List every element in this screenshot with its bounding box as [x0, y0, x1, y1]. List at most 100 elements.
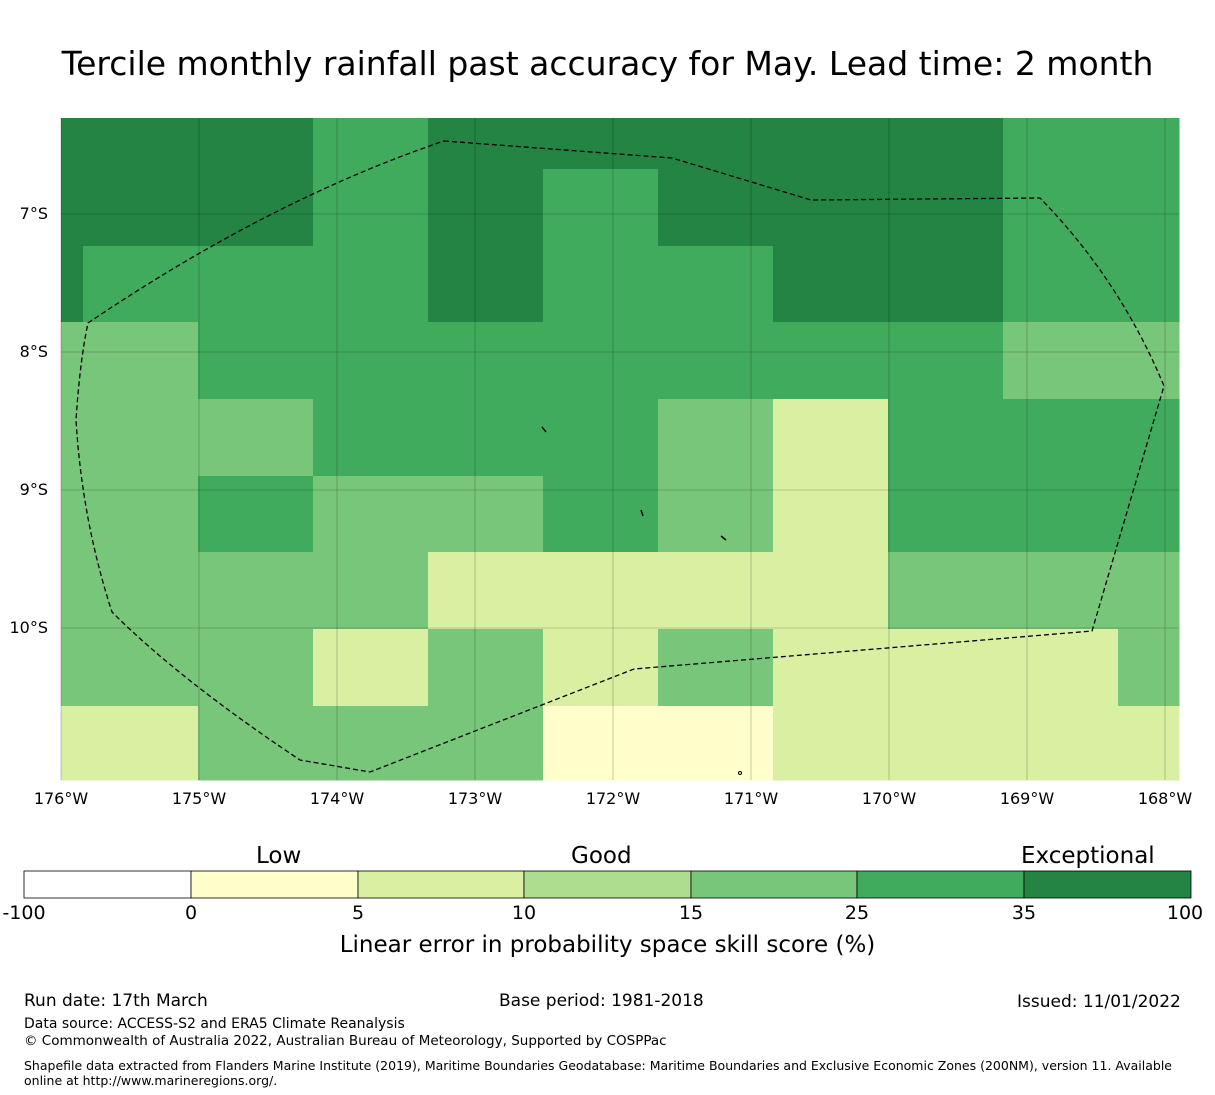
- skill-cell: [658, 476, 774, 553]
- skill-cell: [773, 706, 889, 781]
- skill-cell: [658, 322, 774, 400]
- skill-cell: [61, 552, 199, 630]
- skill-cell: [888, 399, 1004, 477]
- latitude-label: 9°S: [19, 480, 48, 499]
- island-marker: [720, 535, 727, 541]
- skill-cell: [658, 169, 774, 247]
- skill-cell: [198, 706, 314, 781]
- colorbar-segment: [190, 870, 359, 899]
- skill-cell: [1003, 399, 1119, 477]
- skill-cell: [543, 629, 659, 707]
- run-date: Run date: 17th March: [24, 991, 208, 1011]
- skill-cell: [773, 476, 889, 553]
- colorbar-tick-label: 5: [351, 902, 365, 924]
- skill-cell: [313, 169, 429, 247]
- chart-title: Tercile monthly rainfall past accuracy f…: [61, 44, 1154, 83]
- skill-cell: [61, 706, 199, 781]
- skill-cell: [198, 629, 314, 707]
- skill-cell: [198, 552, 314, 630]
- skill-cell: [543, 322, 659, 400]
- skill-cell: [313, 246, 429, 323]
- skill-cell: [1003, 322, 1119, 400]
- skill-cell: [198, 399, 314, 477]
- island-marker: [541, 426, 547, 433]
- copyright: © Commonwealth of Australia 2022, Austra…: [24, 1033, 667, 1049]
- skill-cell: [1118, 476, 1180, 553]
- skill-cell: [773, 118, 889, 170]
- skill-cell: [1118, 629, 1180, 707]
- colorbar-tick-label: 100: [1166, 902, 1204, 924]
- colorbar-category-exceptional: Exceptional: [1021, 843, 1155, 869]
- skill-cell: [773, 322, 889, 400]
- colorbar-tick-label: 25: [844, 902, 870, 924]
- skill-cell: [1003, 706, 1119, 781]
- skill-cell: [1003, 629, 1119, 707]
- issued-date: Issued: 11/01/2022: [1017, 992, 1181, 1012]
- skill-cell: [61, 118, 199, 170]
- skill-cell: [1118, 322, 1180, 400]
- longitude-label: 169°W: [999, 789, 1055, 808]
- skill-cell: [543, 118, 659, 170]
- longitude-label: 175°W: [171, 789, 227, 808]
- skill-cell: [543, 552, 659, 630]
- skill-cell: [888, 629, 1004, 707]
- skill-cell: [543, 399, 659, 477]
- longitude-label: 168°W: [1137, 789, 1193, 808]
- latitude-label: 8°S: [19, 342, 48, 361]
- skill-cell: [428, 476, 544, 553]
- skill-cell: [1003, 246, 1119, 323]
- skill-cell: [888, 552, 1004, 630]
- skill-cell: [658, 399, 774, 477]
- skill-cell: [543, 246, 659, 323]
- skill-cell: [313, 118, 429, 170]
- colorbar-segment: [23, 870, 192, 899]
- skill-cell: [1003, 552, 1119, 630]
- skill-cell: [198, 476, 314, 553]
- colorbar-segment: [856, 870, 1025, 899]
- skill-cell: [888, 322, 1004, 400]
- base-period: Base period: 1981-2018: [499, 991, 704, 1011]
- skill-cell: [658, 706, 774, 781]
- skill-cell: [61, 706, 83, 780]
- skill-cell: [543, 476, 659, 553]
- skill-cell: [313, 706, 429, 781]
- longitude-label: 173°W: [447, 789, 503, 808]
- skill-cell: [61, 399, 199, 477]
- longitude-label: 176°W: [33, 789, 89, 808]
- island-marker: [640, 509, 644, 517]
- skill-cell: [773, 399, 889, 477]
- skill-cell: [61, 322, 199, 400]
- colorbar-tick-label: 35: [1011, 902, 1037, 924]
- skill-cell: [888, 169, 1004, 247]
- skill-cell: [428, 169, 544, 247]
- skill-cell: [61, 169, 199, 247]
- skill-cell: [773, 169, 889, 247]
- skill-cell: [1003, 118, 1119, 170]
- skill-cell: [428, 246, 544, 323]
- skill-cell: [313, 322, 429, 400]
- colorbar-segment: [523, 870, 692, 899]
- skill-cell: [428, 706, 544, 781]
- colorbar-segment: [357, 870, 525, 899]
- skill-cell: [313, 552, 429, 630]
- longitude-label: 170°W: [861, 789, 917, 808]
- skill-cell: [1118, 706, 1180, 781]
- colorbar-tick-label: -100: [2, 902, 46, 924]
- skill-cell: [313, 629, 429, 707]
- skill-cell: [61, 476, 83, 552]
- skill-cell: [61, 629, 83, 706]
- colorbar-label: Linear error in probability space skill …: [339, 932, 876, 958]
- longitude-label: 171°W: [723, 789, 779, 808]
- graticule: [60, 118, 1179, 780]
- colorbar-category-good: Good: [571, 843, 632, 869]
- skill-cell: [1118, 246, 1180, 323]
- map-panel: [60, 118, 1180, 781]
- skill-cell: [543, 169, 659, 247]
- skill-cell: [888, 246, 1004, 323]
- skill-cell: [428, 629, 544, 707]
- colorbar-tick-label: 0: [184, 902, 198, 924]
- skill-cell: [198, 322, 314, 400]
- longitude-label: 172°W: [585, 789, 641, 808]
- skill-cell: [61, 118, 83, 322]
- colorbar-tick-label: 10: [511, 902, 537, 924]
